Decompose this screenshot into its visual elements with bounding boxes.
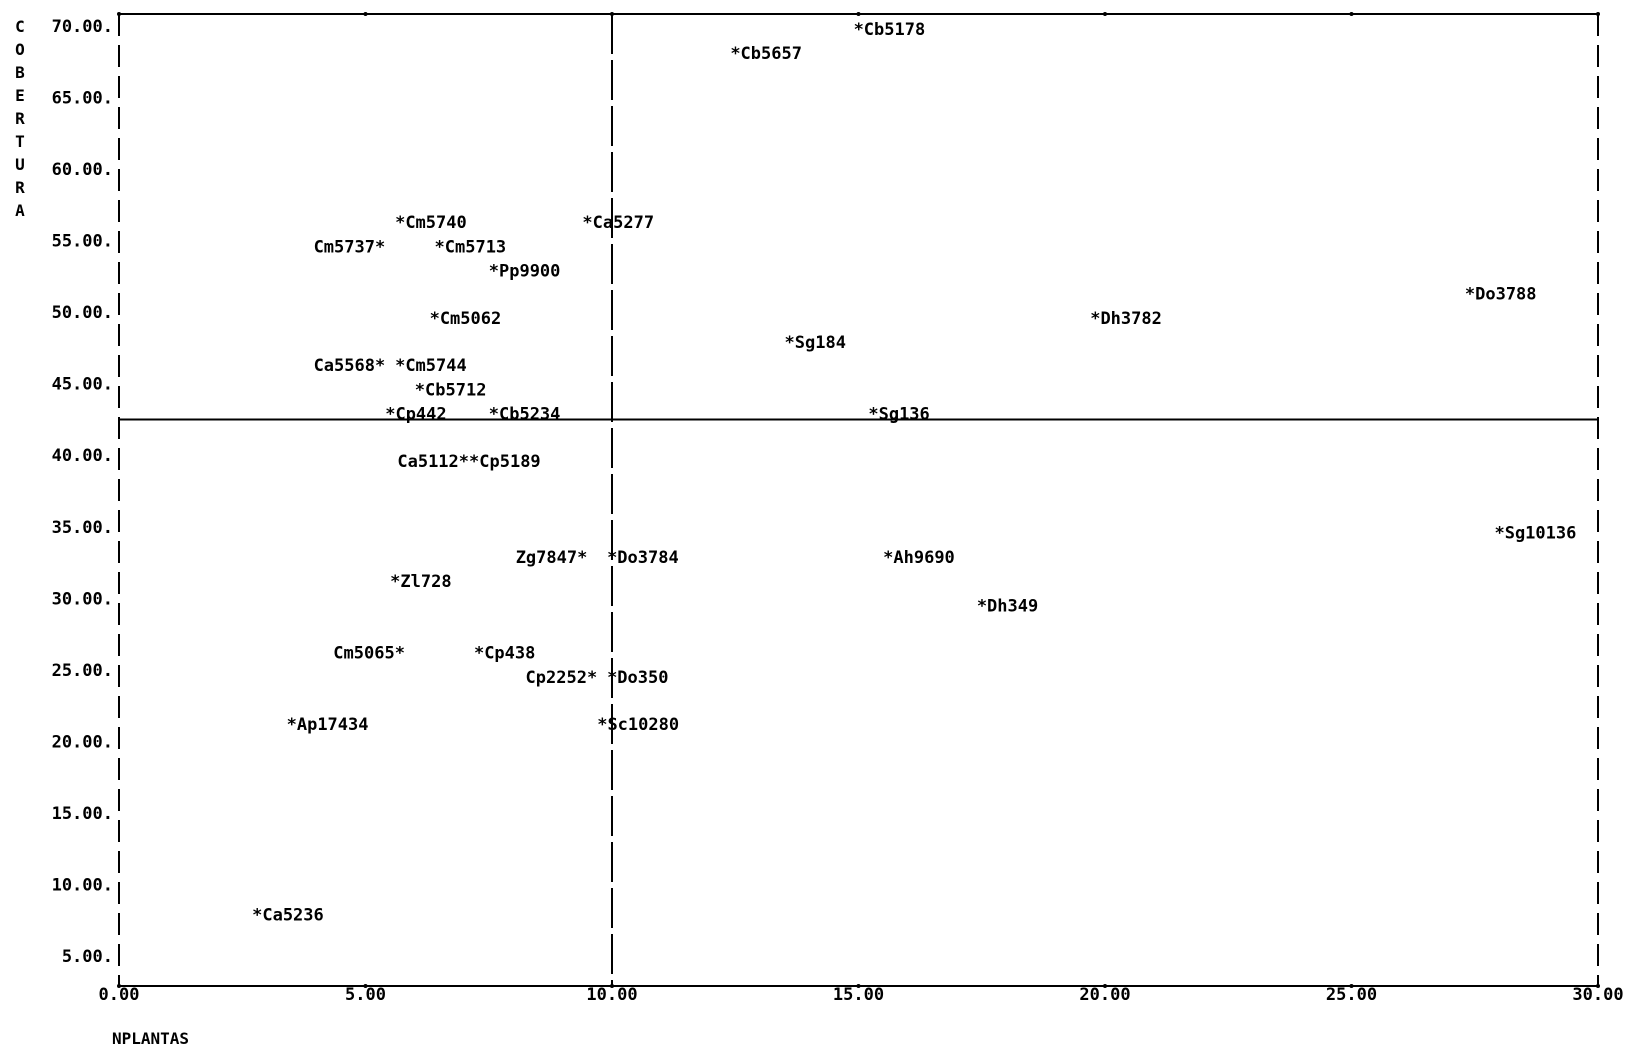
y-tick-label: 30.00. bbox=[52, 589, 113, 609]
y-axis-title-letter: C bbox=[15, 17, 25, 36]
data-point-label: Ca5568* bbox=[314, 356, 386, 376]
x-tick-mark bbox=[1103, 984, 1107, 988]
data-point-label: *Dh349 bbox=[977, 596, 1038, 616]
data-point-label: Cp2252* bbox=[526, 668, 598, 688]
y-axis-title-letter: T bbox=[15, 132, 25, 151]
x-tick-label: 10.00 bbox=[586, 985, 637, 1005]
y-axis-title-letter: R bbox=[15, 178, 25, 197]
data-point-label: *Dh3782 bbox=[1090, 309, 1162, 329]
y-tick-label: 65.00. bbox=[52, 89, 113, 109]
data-point-label: *Cm5744 bbox=[395, 356, 467, 376]
y-tick-label: 55.00. bbox=[52, 232, 113, 252]
data-point-label: Cm5737* bbox=[314, 237, 386, 257]
data-point-label: *Cm5740 bbox=[395, 213, 467, 233]
y-tick-label: 45.00. bbox=[52, 375, 113, 395]
data-point-label: *Cm5713 bbox=[435, 237, 507, 257]
data-points: *Cb5178 *Cb5657 *Cm5740 *Ca5277 Cm5737* *Cm57… bbox=[252, 20, 1576, 926]
data-point-label: *Cp438 bbox=[474, 644, 535, 664]
x-axis: 0.00 5.00 10.00 15.00 20.00 25.00 30.00 bbox=[99, 12, 1624, 1005]
data-point-label: *Sg184 bbox=[785, 333, 846, 353]
y-tick-label: 40.00. bbox=[52, 446, 113, 466]
y-tick-label: 10.00. bbox=[52, 875, 113, 895]
y-tick-label: 15.00. bbox=[52, 804, 113, 824]
data-point-label: Cm5065* bbox=[333, 644, 405, 664]
data-point-label: *Cp442 bbox=[385, 405, 446, 425]
y-tick-label: 5.00. bbox=[62, 947, 113, 967]
x-tick-label: 5.00 bbox=[345, 985, 386, 1005]
y-axis-title-letter: B bbox=[15, 63, 25, 82]
y-tick-label: 20.00. bbox=[52, 732, 113, 752]
x-tick-mark bbox=[856, 12, 861, 16]
y-axis-title-letter: R bbox=[15, 109, 25, 128]
data-point-label: *Sg10136 bbox=[1494, 523, 1576, 543]
x-tick-mark bbox=[363, 984, 368, 988]
x-tick-mark bbox=[856, 984, 861, 988]
data-point-label: *Cb5178 bbox=[854, 20, 926, 40]
data-point-label: *Sg136 bbox=[868, 405, 929, 425]
y-tick-label: 35.00. bbox=[52, 518, 113, 538]
x-tick-mark bbox=[117, 12, 121, 16]
y-axis-title-letter: U bbox=[15, 155, 25, 174]
data-point-label: *Pp9900 bbox=[489, 262, 561, 282]
data-point-label: *Do3788 bbox=[1465, 285, 1537, 305]
y-axis-title-letter: O bbox=[15, 40, 25, 59]
x-tick-mark bbox=[117, 984, 121, 988]
data-point-label: *Ap17434 bbox=[287, 715, 369, 735]
y-axis-title-letter: E bbox=[15, 86, 25, 105]
y-tick-label: 60.00. bbox=[52, 160, 113, 180]
reference-lines bbox=[119, 14, 1598, 986]
data-point-label: *Cp5189 bbox=[469, 452, 541, 472]
x-axis-title: NPLANTAS bbox=[112, 1029, 189, 1048]
data-point-label: *Ca5277 bbox=[582, 213, 654, 233]
x-tick-label: 15.00 bbox=[833, 985, 884, 1005]
y-axis: 70.00. 65.00. 60.00. 55.00. 50.00. 45.00. 40.0… bbox=[52, 17, 113, 967]
x-tick-mark bbox=[363, 12, 368, 16]
data-point-label: *Cb5712 bbox=[415, 380, 487, 400]
data-point-label: *Ca5236 bbox=[252, 906, 324, 926]
data-point-label: *Cb5657 bbox=[730, 44, 802, 64]
x-tick-label: 30.00 bbox=[1572, 985, 1623, 1005]
y-tick-label: 70.00. bbox=[52, 17, 113, 37]
data-point-label: Zg7847* bbox=[516, 548, 588, 568]
data-point-label: *Do3784 bbox=[607, 548, 679, 568]
x-tick-mark bbox=[1596, 984, 1600, 988]
data-point-label: *Ah9690 bbox=[883, 548, 955, 568]
y-tick-label: 50.00. bbox=[52, 303, 113, 323]
data-point-label: *Sc10280 bbox=[597, 715, 679, 735]
x-tick-label: 0.00 bbox=[99, 985, 140, 1005]
x-tick-label: 20.00 bbox=[1079, 985, 1130, 1005]
x-tick-mark bbox=[1103, 12, 1107, 16]
x-tick-mark bbox=[1349, 984, 1354, 988]
data-point-label: *Zl728 bbox=[390, 572, 451, 592]
data-point-label: *Cm5062 bbox=[430, 309, 502, 329]
data-point-label: Ca5112* bbox=[397, 452, 469, 472]
x-tick-label: 25.00 bbox=[1326, 985, 1377, 1005]
x-tick-mark bbox=[1349, 12, 1354, 16]
data-point-label: *Do350 bbox=[607, 668, 668, 688]
y-axis-title-letter: A bbox=[15, 201, 25, 220]
y-tick-label: 25.00. bbox=[52, 661, 113, 681]
data-point-label: *Cb5234 bbox=[489, 405, 561, 425]
x-tick-mark bbox=[1596, 12, 1600, 16]
plot-frame bbox=[118, 13, 1599, 987]
